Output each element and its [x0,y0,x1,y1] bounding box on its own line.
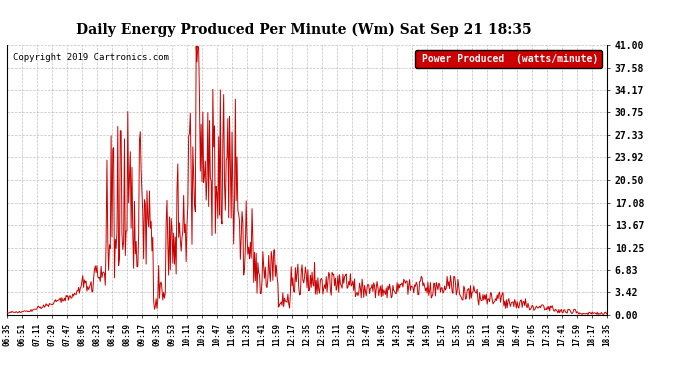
Text: Copyright 2019 Cartronics.com: Copyright 2019 Cartronics.com [13,53,169,62]
Text: Daily Energy Produced Per Minute (Wm) Sat Sep 21 18:35: Daily Energy Produced Per Minute (Wm) Sa… [76,22,531,37]
Legend: Power Produced  (watts/minute): Power Produced (watts/minute) [415,50,602,68]
